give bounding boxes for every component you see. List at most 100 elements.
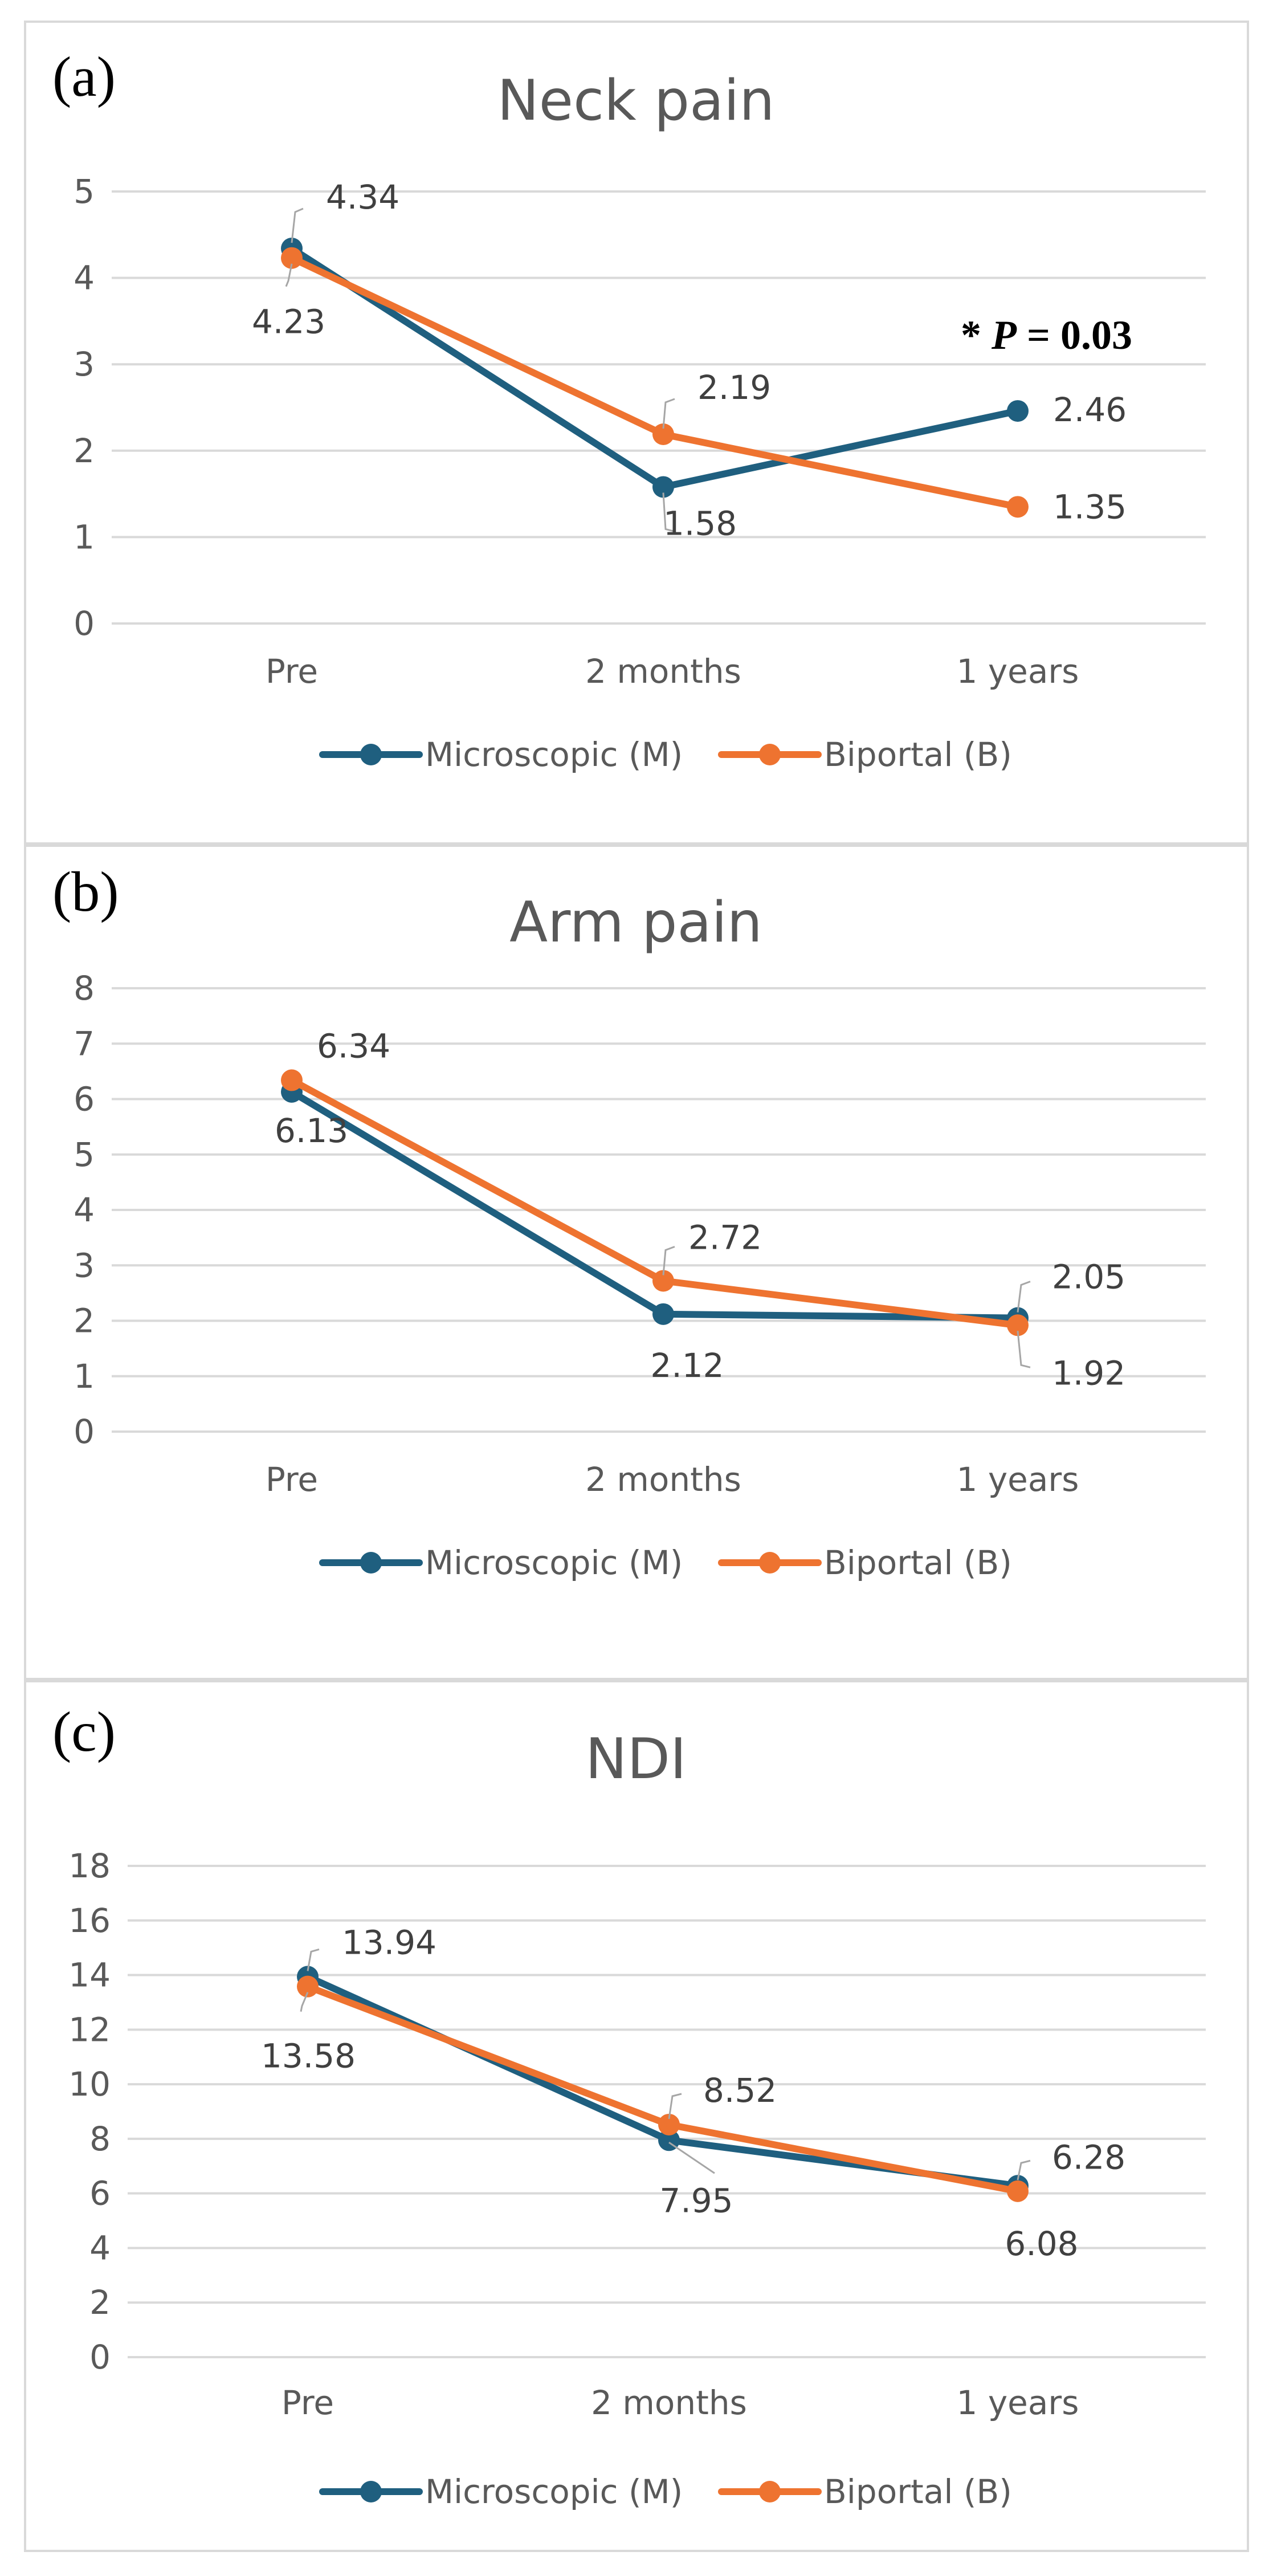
leader-line <box>285 263 293 287</box>
data-label: 13.94 <box>342 1923 436 1962</box>
leader-line <box>291 207 304 243</box>
y-tick-label: 10 <box>68 2065 111 2104</box>
panel-label: (b) <box>52 860 119 923</box>
panel-label: (c) <box>52 1700 116 1763</box>
y-tick-label: 0 <box>89 2338 111 2377</box>
series-line <box>288 1077 1021 1329</box>
leader-line <box>1017 1281 1031 1313</box>
leader-line <box>662 398 675 429</box>
y-tick-label: 2 <box>74 431 95 470</box>
series-line <box>288 254 1021 511</box>
leader-line <box>662 492 675 532</box>
data-label: 6.34 <box>317 1026 390 1065</box>
data-point <box>281 1069 303 1091</box>
legend-marker <box>759 744 781 765</box>
data-label: 4.34 <box>326 178 399 217</box>
data-label: 8.52 <box>703 2071 777 2110</box>
series-line <box>304 1973 1021 2190</box>
legend-marker <box>759 1552 781 1574</box>
data-label: 2.19 <box>697 368 771 407</box>
data-label: 2.05 <box>1052 1258 1125 1297</box>
y-tick-label: 6 <box>89 2174 111 2213</box>
data-label: 1.92 <box>1052 1354 1125 1392</box>
chart-title: Arm pain <box>509 890 762 955</box>
legend: Microscopic (M) Biportal (B) <box>319 2472 1012 2511</box>
data-label: 2.46 <box>1053 390 1127 429</box>
y-tick-label: 0 <box>74 604 95 643</box>
data-point <box>1007 496 1029 518</box>
data-point <box>658 2113 680 2135</box>
legend: Microscopic (M) Biportal (B) <box>319 1543 1012 1582</box>
y-tick-label: 2 <box>74 1302 95 1340</box>
legend-marker <box>360 1552 382 1574</box>
y-tick-label: 1 <box>74 1357 95 1396</box>
y-tick-label: 8 <box>89 2120 111 2158</box>
data-point <box>281 247 303 269</box>
data-label: 2.12 <box>650 1346 724 1385</box>
y-tick-label: 3 <box>74 1246 95 1285</box>
legend-label: Microscopic (M) <box>425 735 683 774</box>
data-label: 2.72 <box>688 1218 762 1257</box>
leader-line <box>307 1948 320 1971</box>
y-tick-label: 5 <box>74 1135 95 1174</box>
x-tick-label: 1 years <box>957 1460 1079 1499</box>
y-tick-label: 5 <box>74 172 95 211</box>
y-tick-label: 4 <box>74 1191 95 1229</box>
legend: Microscopic (M) Biportal (B) <box>319 735 1012 774</box>
leader-line <box>668 2093 682 2120</box>
legend-label: Biportal (B) <box>824 1543 1012 1582</box>
p-value-annotation: * P = 0.03 <box>961 312 1132 358</box>
chart-panel-arm-pain: (b) Arm pain 0 1 2 3 4 5 6 7 8 Pre 2 months 1 year… <box>24 845 1249 1680</box>
data-label: 6.08 <box>1005 2224 1078 2263</box>
p-value-star: * <box>961 312 981 358</box>
data-label: 1.58 <box>663 504 737 543</box>
panel-label: (a) <box>52 45 116 108</box>
data-label: 13.58 <box>261 2037 356 2076</box>
legend-marker <box>360 2481 382 2502</box>
chart-title: Neck pain <box>497 68 775 133</box>
data-label: 4.23 <box>252 303 325 341</box>
p-value-rest: = 0.03 <box>1017 312 1132 358</box>
data-point <box>652 1270 674 1292</box>
x-tick-label: 2 months <box>591 2383 747 2422</box>
y-tick-label: 3 <box>74 345 95 384</box>
legend-label: Biportal (B) <box>824 2472 1012 2511</box>
x-tick-label: 2 months <box>585 652 741 691</box>
chart-title: NDI <box>585 1727 687 1792</box>
y-tick-label: 2 <box>89 2283 111 2322</box>
p-value-p: P <box>991 312 1017 358</box>
y-tick-label: 7 <box>74 1024 95 1063</box>
y-tick-label: 0 <box>74 1412 95 1451</box>
data-point <box>1007 400 1029 422</box>
y-tick-label: 4 <box>89 2228 111 2267</box>
leader-line <box>1017 1331 1031 1368</box>
y-tick-label: 6 <box>74 1080 95 1119</box>
chart-ndi: (c) NDI 0 2 4 6 8 10 12 14 16 18 Pre 2 months 1 yea… <box>52 1700 1206 2511</box>
legend-label: Biportal (B) <box>824 735 1012 774</box>
legend-marker <box>360 744 382 765</box>
legend-label: Microscopic (M) <box>425 2472 683 2511</box>
leader-line <box>668 2142 715 2174</box>
chart-arm-pain: (b) Arm pain 0 1 2 3 4 5 6 7 8 Pre 2 months 1 year… <box>52 860 1206 1582</box>
series-line <box>304 1983 1021 2195</box>
leader-line <box>662 1246 675 1275</box>
y-tick-label: 16 <box>68 1901 111 1940</box>
y-tick-label: 4 <box>74 259 95 297</box>
x-tick-label: 1 years <box>957 652 1079 691</box>
data-point <box>652 423 674 445</box>
data-label: 6.28 <box>1052 2138 1125 2176</box>
x-tick-label: 1 years <box>957 2383 1079 2422</box>
data-point <box>1007 1314 1029 1336</box>
data-point <box>652 476 674 498</box>
data-point <box>297 1975 319 1998</box>
x-tick-label: Pre <box>281 2383 334 2422</box>
legend-marker <box>759 2481 781 2502</box>
data-point <box>1007 2180 1029 2202</box>
data-point <box>652 1303 674 1325</box>
x-tick-label: Pre <box>266 1460 318 1499</box>
chart-panel-ndi: (c) NDI 0 2 4 6 8 10 12 14 16 18 Pre 2 months 1 yea… <box>24 1680 1249 2552</box>
y-tick-label: 1 <box>74 517 95 556</box>
data-label: 7.95 <box>659 2181 733 2220</box>
